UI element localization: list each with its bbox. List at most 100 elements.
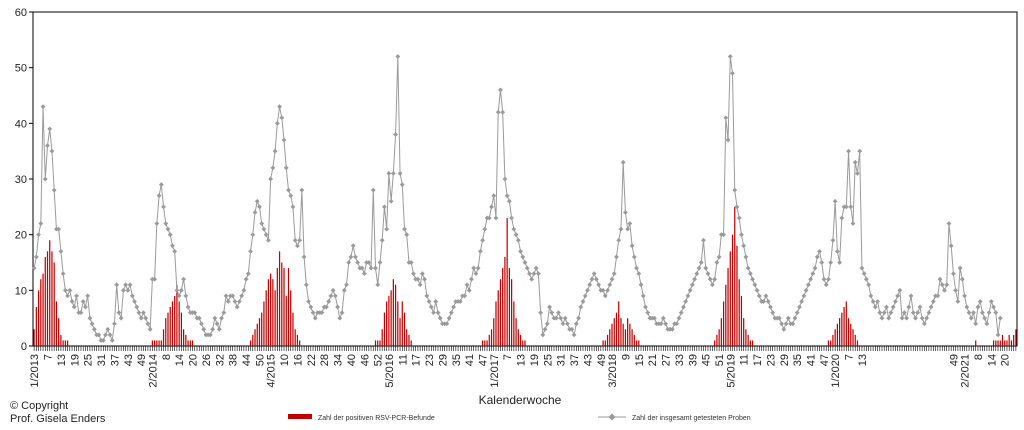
bar-positive bbox=[841, 312, 843, 346]
bar-positive bbox=[180, 312, 182, 346]
bar-positive bbox=[606, 334, 609, 346]
tested-point bbox=[973, 321, 979, 327]
bar-positive bbox=[519, 334, 522, 346]
bar-positive bbox=[1004, 340, 1006, 346]
bar-positive bbox=[635, 340, 638, 346]
x-tick-label: 23 bbox=[424, 354, 436, 366]
tested-point bbox=[417, 282, 423, 288]
tested-point bbox=[683, 299, 689, 304]
tested-point bbox=[40, 104, 46, 110]
tested-point bbox=[103, 332, 108, 338]
tested-point bbox=[652, 315, 657, 321]
bar-positive bbox=[290, 290, 292, 346]
bar-positive bbox=[187, 340, 189, 346]
tested-point bbox=[591, 271, 597, 277]
tested-point bbox=[879, 315, 885, 321]
bar-positive bbox=[602, 340, 604, 346]
bar-positive bbox=[276, 268, 278, 346]
tested-point bbox=[660, 315, 666, 321]
tested-point bbox=[803, 287, 809, 293]
x-tick-label: 35 bbox=[451, 354, 463, 366]
bar-positive bbox=[60, 334, 62, 346]
tested-point bbox=[69, 299, 75, 304]
tested-point bbox=[562, 315, 568, 321]
tested-point bbox=[643, 304, 648, 310]
tested-point bbox=[274, 120, 280, 126]
x-tick-label: 39 bbox=[687, 354, 699, 366]
bar-positive bbox=[267, 279, 270, 346]
bar-positive bbox=[830, 340, 832, 346]
bar-positive bbox=[1001, 334, 1004, 346]
x-tick-label: 11 bbox=[739, 354, 751, 365]
tested-point bbox=[913, 315, 918, 321]
tested-point bbox=[870, 299, 876, 304]
tested-point bbox=[248, 248, 253, 254]
bar-positive bbox=[383, 312, 386, 346]
bar-positive bbox=[33, 329, 35, 346]
bar-positive bbox=[620, 318, 622, 346]
bar-positive bbox=[249, 340, 252, 346]
bar-positive bbox=[58, 318, 60, 346]
tested-point bbox=[828, 260, 834, 265]
bar-positive bbox=[296, 334, 299, 346]
x-axis-title: Kalenderwoche bbox=[479, 393, 562, 407]
tested-point bbox=[698, 260, 704, 265]
tested-point bbox=[768, 304, 773, 310]
bar-positive bbox=[522, 340, 524, 346]
tested-point bbox=[593, 276, 599, 282]
bar-positive bbox=[42, 273, 44, 346]
tested-point bbox=[230, 293, 236, 299]
bar-positive bbox=[504, 256, 506, 346]
bar-positive bbox=[258, 318, 261, 346]
bar-positive bbox=[631, 329, 633, 346]
bar-positive bbox=[278, 251, 281, 346]
tested-point bbox=[431, 310, 436, 316]
bar-positive bbox=[502, 268, 504, 346]
tested-point bbox=[395, 54, 401, 59]
tested-point bbox=[823, 282, 829, 288]
tested-point bbox=[306, 299, 311, 304]
bar-positive bbox=[285, 295, 287, 346]
bar-positive bbox=[49, 240, 51, 346]
tested-point bbox=[703, 265, 709, 271]
bar-positive bbox=[714, 340, 716, 346]
tested-point bbox=[225, 299, 231, 304]
bar-positive bbox=[618, 301, 620, 346]
x-tick-label: 29 bbox=[779, 354, 791, 366]
tested-point bbox=[344, 282, 349, 288]
tested-point bbox=[281, 137, 287, 143]
tested-point bbox=[444, 321, 450, 327]
bar-positive bbox=[729, 251, 731, 346]
tested-point bbox=[324, 304, 329, 310]
tested-point bbox=[859, 265, 865, 271]
tested-point bbox=[564, 321, 570, 327]
tested-point bbox=[904, 315, 909, 321]
tested-point bbox=[982, 315, 988, 321]
tested-point bbox=[812, 265, 818, 271]
x-tick-label: 41 bbox=[806, 354, 818, 366]
bar-positive bbox=[633, 334, 635, 346]
tested-point bbox=[676, 315, 682, 321]
tested-point bbox=[890, 304, 896, 310]
bar-positive bbox=[992, 340, 995, 346]
x-tick-label: 47 bbox=[819, 354, 831, 366]
tested-point bbox=[571, 332, 577, 338]
bar-positive bbox=[508, 268, 510, 346]
bar-positive bbox=[66, 340, 69, 346]
bar-positive bbox=[513, 301, 515, 346]
tested-point bbox=[797, 304, 802, 310]
bar-positive bbox=[377, 340, 379, 346]
bar-positive bbox=[156, 340, 158, 346]
x-tick-label: 31 bbox=[96, 354, 108, 366]
y-tick-label: 60 bbox=[15, 7, 27, 19]
bar-positive bbox=[274, 290, 276, 346]
tested-point bbox=[480, 237, 486, 243]
bar-positive bbox=[738, 279, 740, 346]
bar-positive bbox=[374, 340, 377, 346]
tested-point bbox=[433, 299, 439, 304]
tested-point bbox=[89, 321, 95, 327]
plot-area bbox=[32, 11, 1018, 347]
bar-positive bbox=[151, 340, 153, 346]
legend-line-label: Zahl der insgesamt getesteten Proben bbox=[632, 415, 751, 422]
